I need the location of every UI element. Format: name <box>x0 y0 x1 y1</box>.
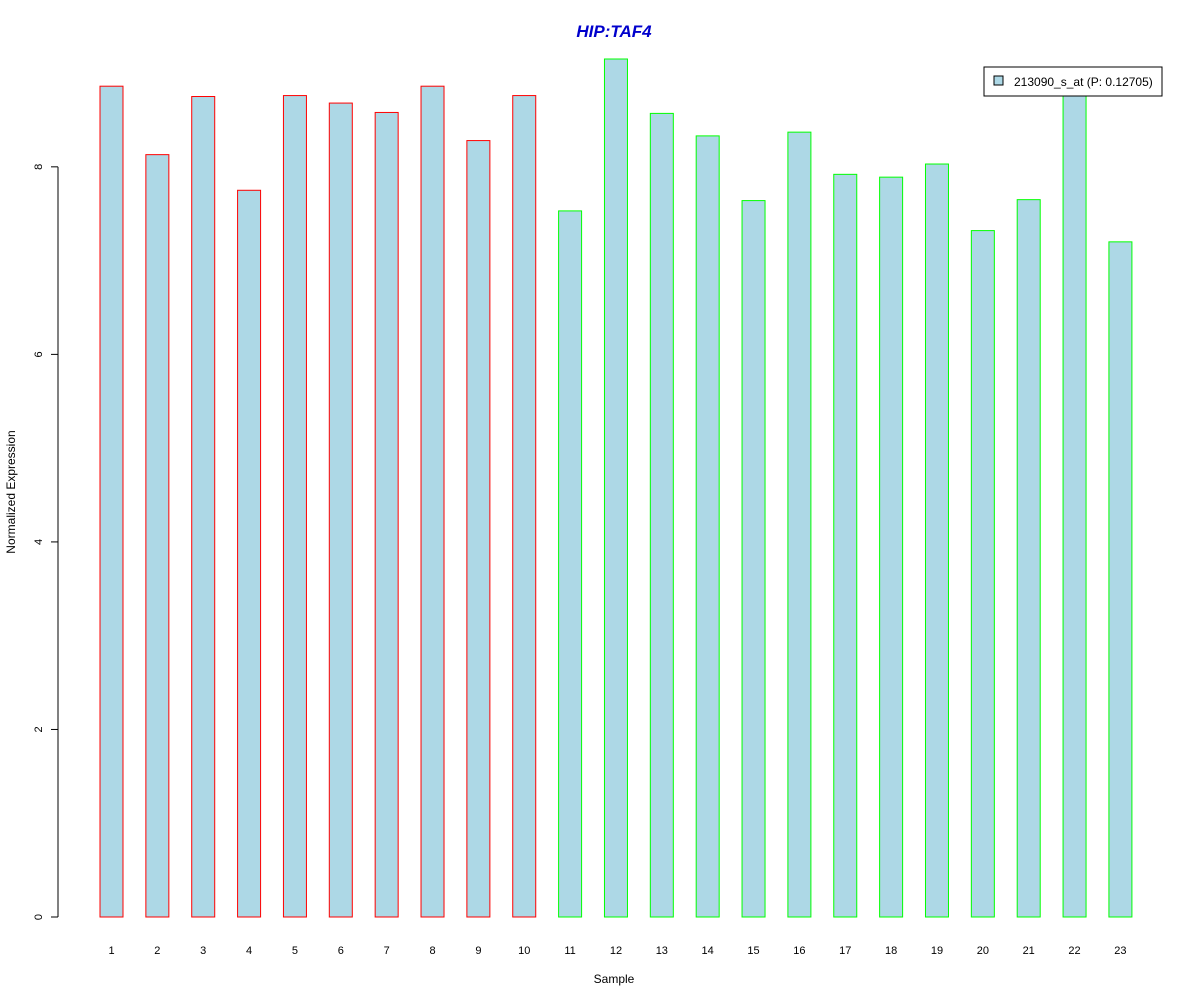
x-tick-label: 19 <box>931 945 943 957</box>
bar <box>924 163 949 918</box>
legend-box <box>983 66 1163 97</box>
bar <box>603 58 628 918</box>
x-tick-label: 7 <box>384 945 390 957</box>
bar <box>374 111 399 918</box>
bar <box>879 176 904 918</box>
bar <box>512 95 537 918</box>
x-tick-label: 16 <box>793 945 805 957</box>
x-tick-label: 14 <box>702 945 714 957</box>
x-tick-label: 2 <box>154 945 160 957</box>
bar <box>328 102 353 918</box>
x-tick-label: 1 <box>108 945 114 957</box>
x-tick-label: 20 <box>977 945 989 957</box>
bar <box>1108 241 1133 918</box>
bar <box>237 189 262 918</box>
bar <box>191 96 216 918</box>
y-tick-label: 4 <box>33 539 45 545</box>
bar <box>649 112 674 918</box>
x-tick-label: 15 <box>747 945 759 957</box>
bar <box>741 200 766 918</box>
x-tick-label: 22 <box>1068 945 1080 957</box>
bar <box>558 210 583 918</box>
x-tick-label: 18 <box>885 945 897 957</box>
bar <box>787 131 812 918</box>
bar-series <box>99 58 1133 918</box>
bar <box>833 173 858 918</box>
bar <box>145 154 170 918</box>
x-tick-label: 13 <box>656 945 668 957</box>
bar <box>466 140 491 918</box>
chart-title: HIP:TAF4 <box>576 22 652 41</box>
bar <box>282 95 307 918</box>
x-tick-label: 11 <box>564 945 575 957</box>
y-tick-label: 2 <box>33 726 45 732</box>
bar <box>1016 199 1041 918</box>
y-axis-title: Normalized Expression <box>4 430 18 553</box>
x-tick-labels: 1 2 3 4 5 6 7 8 9 10 11 12 13 14 15 16 17 18 19 20 21 22 23 <box>108 945 1126 957</box>
y-axis: 0 2 4 6 8 <box>33 164 59 920</box>
y-tick-label: 0 <box>33 914 45 920</box>
y-tick-label: 6 <box>33 351 45 357</box>
x-tick-label: 12 <box>610 945 622 957</box>
x-tick-label: 6 <box>338 945 344 957</box>
x-tick-label: 17 <box>839 945 851 957</box>
legend-swatch <box>993 75 1004 86</box>
bar <box>970 230 995 918</box>
bar <box>695 135 720 918</box>
x-tick-label: 21 <box>1023 945 1035 957</box>
bar <box>420 85 445 918</box>
x-tick-label: 23 <box>1114 945 1126 957</box>
x-tick-label: 4 <box>246 945 252 957</box>
x-axis-title: Sample <box>594 972 635 986</box>
x-tick-label: 5 <box>292 945 298 957</box>
x-tick-label: 8 <box>429 945 435 957</box>
legend: 213090_s_at (P: 0.12705) <box>983 66 1163 97</box>
x-tick-label: 9 <box>475 945 481 957</box>
bar <box>1062 88 1087 918</box>
x-tick-label: 10 <box>518 945 530 957</box>
bar <box>99 85 124 918</box>
y-tick-label: 8 <box>33 164 45 170</box>
x-tick-label: 3 <box>200 945 206 957</box>
legend-label: 213090_s_at (P: 0.12705) <box>1014 75 1153 89</box>
